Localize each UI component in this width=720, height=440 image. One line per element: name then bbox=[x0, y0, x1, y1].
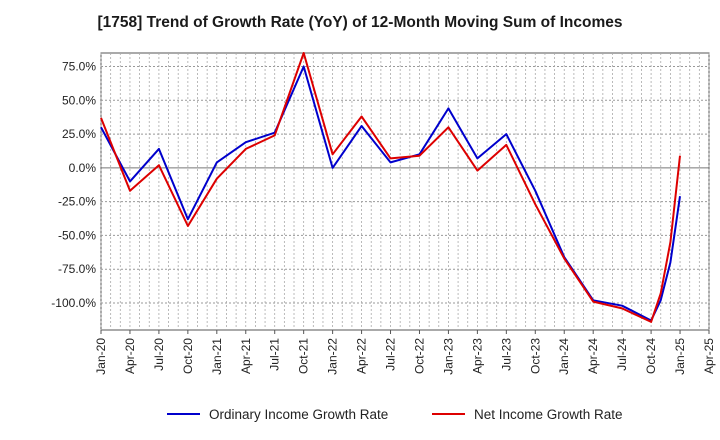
x-tick-label: Apr-21 bbox=[239, 338, 253, 374]
x-tick-label: Oct-20 bbox=[181, 338, 195, 374]
plot-area bbox=[100, 52, 710, 331]
grid-layer bbox=[100, 52, 710, 331]
y-tick-label: -100.0% bbox=[51, 296, 96, 310]
y-tick-label: 50.0% bbox=[62, 93, 96, 107]
x-tick-label: Apr-22 bbox=[355, 338, 369, 374]
y-tick-label: -75.0% bbox=[58, 262, 96, 276]
y-tick-label: -25.0% bbox=[58, 195, 96, 209]
x-tick-label: Oct-23 bbox=[528, 338, 542, 374]
net-income-legend-label: Net Income Growth Rate bbox=[474, 407, 623, 422]
x-tick-label: Jul-22 bbox=[384, 338, 398, 371]
y-tick-label: 25.0% bbox=[62, 127, 96, 141]
x-tick-label: Jan-23 bbox=[441, 338, 455, 375]
x-tick-label: Jul-24 bbox=[615, 338, 629, 371]
y-tick-label: -50.0% bbox=[58, 228, 96, 242]
net-income-growth-line bbox=[100, 52, 681, 323]
x-tick-label: Oct-24 bbox=[644, 338, 658, 374]
x-tick-label: Apr-25 bbox=[702, 338, 716, 374]
x-tick-label: Oct-22 bbox=[412, 338, 426, 374]
series-layer bbox=[100, 52, 681, 323]
x-tick-label: Apr-24 bbox=[586, 338, 600, 374]
x-tick-label: Jan-20 bbox=[94, 338, 108, 375]
x-tick-label: Jul-21 bbox=[268, 338, 282, 371]
x-tick-label: Oct-21 bbox=[297, 338, 311, 374]
x-tick-label: Apr-20 bbox=[123, 338, 137, 374]
axis-layer: 75.0% 50.0% 25.0% 0.0% -25.0% -50.0% -75.0% -10… bbox=[51, 60, 716, 375]
x-tick-label: Jan-24 bbox=[557, 338, 571, 375]
x-tick-label: Jan-21 bbox=[210, 338, 224, 375]
x-tick-label: Jul-23 bbox=[499, 338, 513, 371]
ordinary-income-legend-label: Ordinary Income Growth Rate bbox=[209, 407, 388, 422]
x-tick-label: Jul-20 bbox=[152, 338, 166, 371]
x-tick-label: Apr-23 bbox=[470, 338, 484, 374]
legend: Ordinary Income Growth Rate Net Income Gr… bbox=[167, 407, 623, 422]
y-tick-label: 75.0% bbox=[62, 60, 96, 74]
chart-title: [1758] Trend of Growth Rate (YoY) of 12-… bbox=[97, 14, 623, 31]
y-tick-label: 0.0% bbox=[69, 161, 97, 175]
x-tick-label: Jan-25 bbox=[673, 338, 687, 375]
x-tick-label: Jan-22 bbox=[326, 338, 340, 375]
